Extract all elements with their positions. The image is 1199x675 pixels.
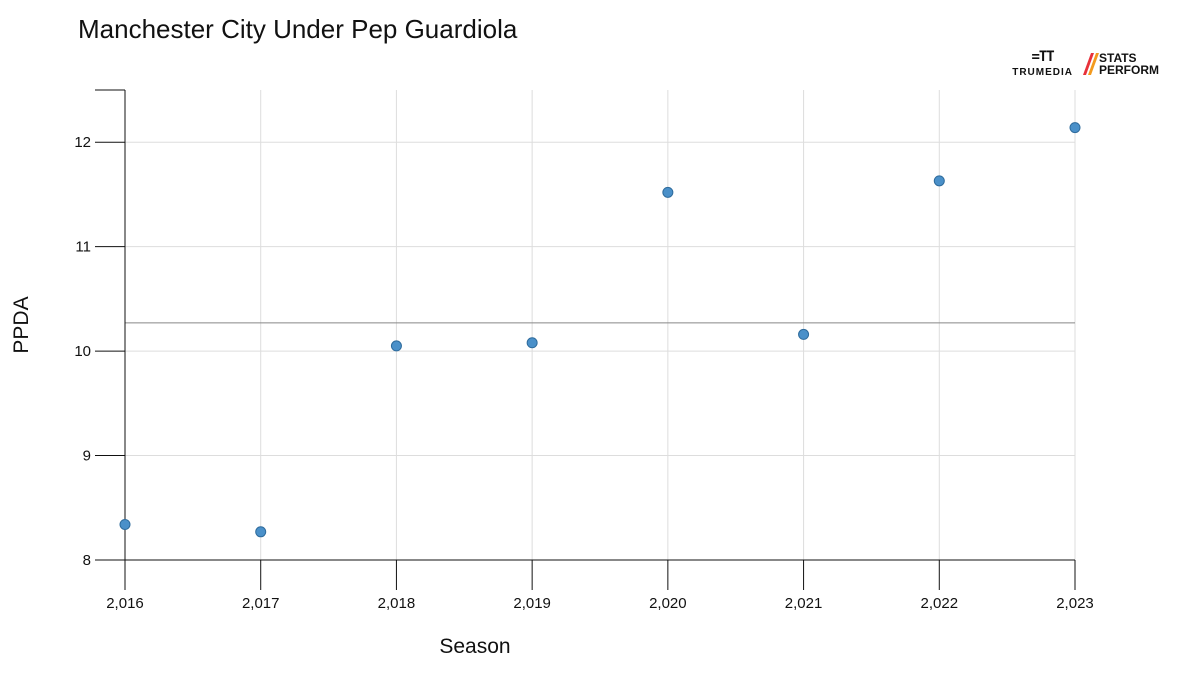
x-axis-title: Season <box>439 635 510 658</box>
trumedia-wordmark: TRUMEDIA <box>1012 67 1073 78</box>
data-point <box>526 337 538 349</box>
axes: 8 9 10 11 12 2,016 2,017 2,018 2,019 2,020 2,021 2,… <box>74 89 1094 612</box>
data-point <box>798 328 810 340</box>
data-points <box>119 122 1081 538</box>
data-point <box>1069 122 1081 134</box>
x-tick-label: 2,018 <box>378 595 416 612</box>
stats-perform-logo: STATS PERFORM <box>1082 52 1159 76</box>
data-point <box>119 518 131 530</box>
stats-perform-wordmark: STATS PERFORM <box>1099 52 1159 76</box>
x-tick-label: 2,022 <box>921 595 959 612</box>
y-tick-label: 8 <box>83 552 91 569</box>
x-tick-label: 2,016 <box>106 595 144 612</box>
x-tick-label: 2,017 <box>242 595 280 612</box>
x-tick-label: 2,023 <box>1056 595 1094 612</box>
data-point <box>662 186 674 198</box>
stats-perform-line1: STATS <box>1099 51 1137 65</box>
logos: =TT TRUMEDIA STATS PERFORM <box>1012 50 1159 78</box>
y-axis-title: PPDA <box>10 296 33 353</box>
y-tick-label: 12 <box>74 134 91 151</box>
stats-perform-line2: PERFORM <box>1099 63 1159 77</box>
trumedia-logo: =TT TRUMEDIA <box>1012 50 1073 78</box>
x-tick-label: 2,020 <box>649 595 687 612</box>
data-point <box>933 175 945 187</box>
data-point <box>390 340 402 352</box>
grid <box>124 90 1076 561</box>
x-tick-label: 2,019 <box>513 595 551 612</box>
trumedia-mark: =TT <box>1031 49 1054 65</box>
data-point <box>255 526 267 538</box>
y-tick-label: 10 <box>74 343 91 360</box>
y-tick-label: 11 <box>75 239 91 256</box>
chart-title: Manchester City Under Pep Guardiola <box>78 14 518 44</box>
y-tick-label: 9 <box>83 448 91 465</box>
x-tick-label: 2,021 <box>785 595 823 612</box>
